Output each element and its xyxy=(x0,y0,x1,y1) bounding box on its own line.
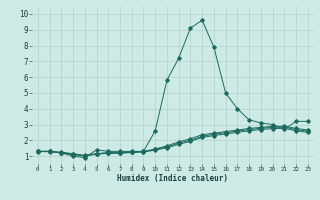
X-axis label: Humidex (Indice chaleur): Humidex (Indice chaleur) xyxy=(117,174,228,183)
